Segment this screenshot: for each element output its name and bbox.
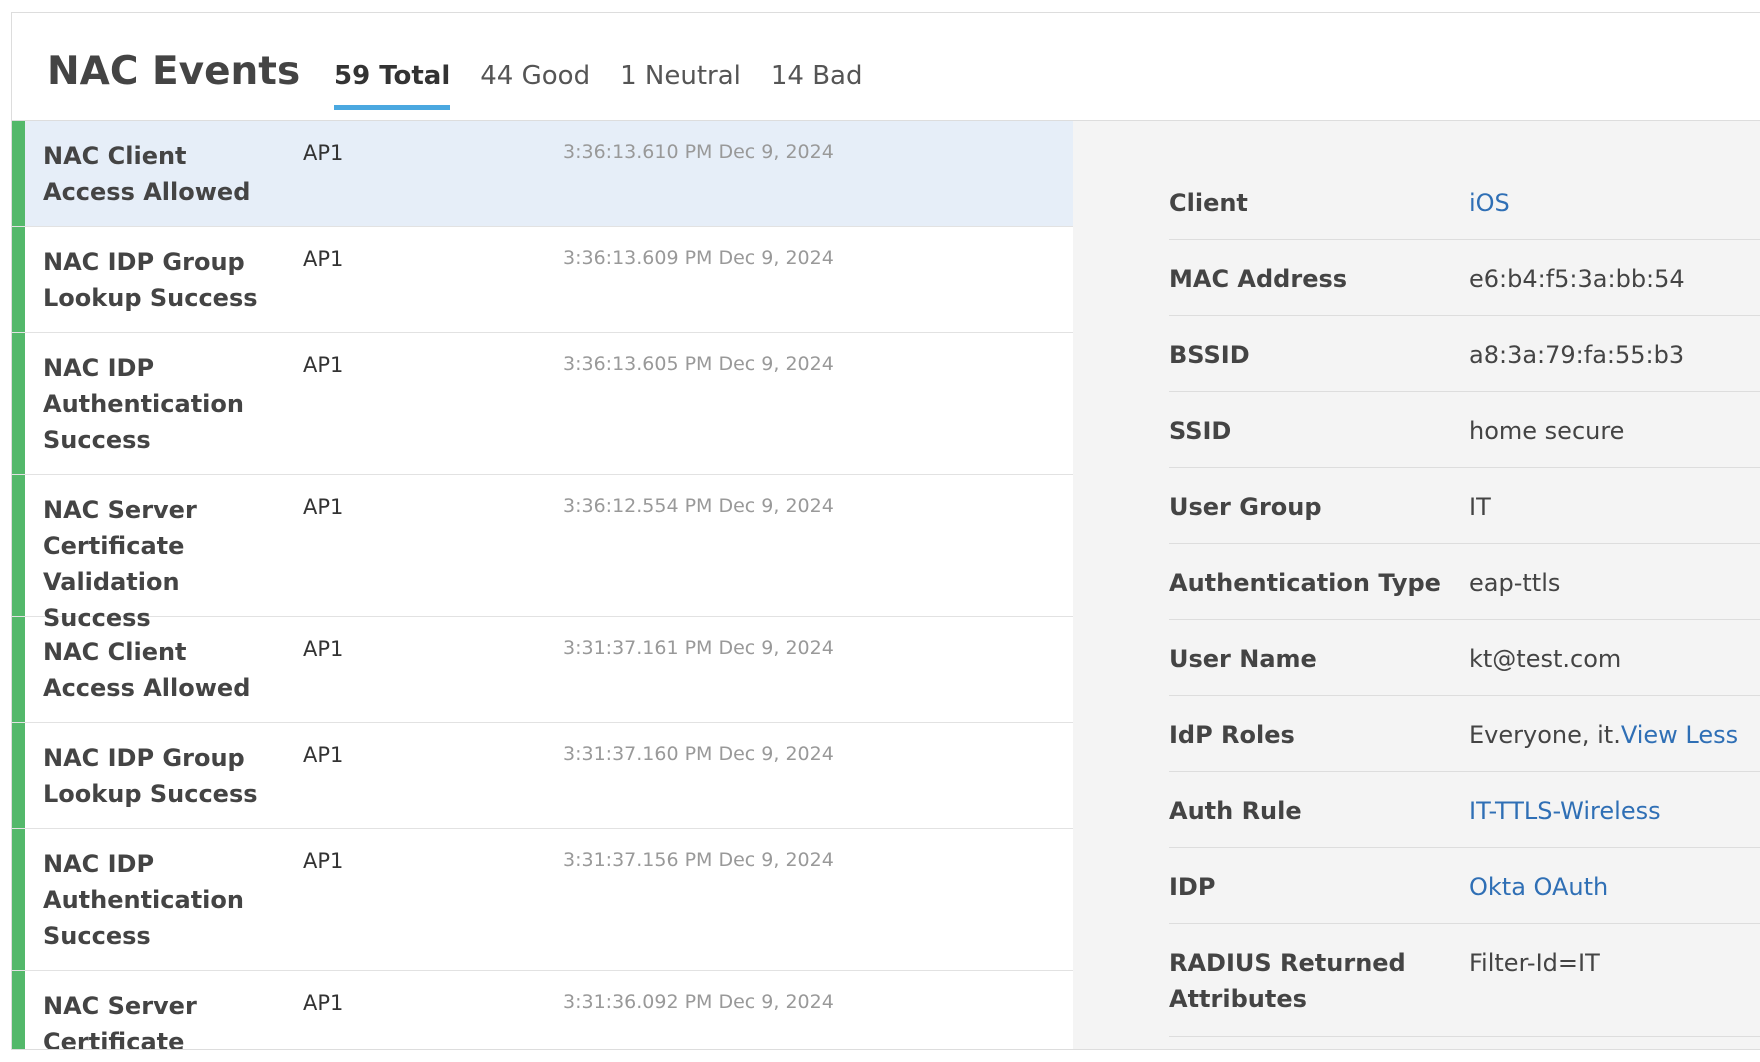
event-name: NAC Client Access Allowed	[43, 638, 251, 702]
detail-value: Okta OAuth	[1469, 869, 1608, 905]
detail-label: BSSID	[1169, 341, 1250, 369]
detail-label: User Group	[1169, 493, 1322, 521]
detail-panel: Client iOS MAC Address e6:b4:f5:3a:bb:54 BSS…	[1073, 121, 1760, 1049]
tab[interactable]: 59 Total	[334, 61, 451, 110]
event-name: NAC IDP Authentication Success	[43, 354, 244, 454]
event-name: NAC Server Certificate	[43, 992, 197, 1049]
event-name: NAC IDP Authentication Success	[43, 850, 244, 950]
tab[interactable]: 14 Bad	[770, 61, 863, 91]
event-time: 3:36:12.554 PM Dec 9, 2024	[563, 495, 834, 517]
status-bar	[12, 333, 25, 474]
detail-value: a8:3a:79:fa:55:b3	[1469, 337, 1684, 373]
detail-text: e6:b4:f5:3a:bb:54	[1469, 265, 1685, 293]
event-name: NAC Server Certificate Validation Succes…	[43, 496, 197, 632]
event-ap: AP1	[303, 353, 344, 377]
detail-text: Filter-Id=IT	[1469, 949, 1600, 977]
event-time: 3:31:36.092 PM Dec 9, 2024	[563, 991, 834, 1013]
detail-text: home secure	[1469, 417, 1625, 445]
event-ap: AP1	[303, 991, 344, 1015]
status-bar	[12, 227, 25, 332]
detail-link[interactable]: IT-TTLS-Wireless	[1469, 797, 1661, 825]
event-time: 3:31:37.160 PM Dec 9, 2024	[563, 743, 834, 765]
detail-text: kt@test.com	[1469, 645, 1622, 673]
panel: NAC Events 59 Total 44 Good 1 Neutral 14 Ba…	[11, 12, 1760, 1050]
detail-row: SSID home secure	[1169, 391, 1760, 468]
event-row[interactable]: NAC Client Access Allowed AP1 3:36:13.610 …	[12, 121, 1073, 227]
detail-row: Auth Rule IT-TTLS-Wireless	[1169, 771, 1760, 848]
detail-link[interactable]: iOS	[1469, 189, 1510, 217]
view-less-link[interactable]: View Less	[1620, 721, 1739, 749]
event-row[interactable]: NAC Server Certificate AP1 3:31:36.092 PM …	[12, 971, 1073, 1049]
detail-row: IDP Okta OAuth	[1169, 847, 1760, 924]
detail-label: RADIUS Returned Attributes	[1169, 949, 1406, 1013]
detail-value: Everyone, it.View Less	[1469, 717, 1738, 753]
event-name: NAC IDP Group Lookup Success	[43, 744, 258, 808]
event-name: NAC Client Access Allowed	[43, 142, 251, 206]
event-ap: AP1	[303, 849, 344, 873]
detail-value: home secure	[1469, 413, 1624, 449]
event-row[interactable]: NAC IDP Group Lookup Success AP1 3:31:37.1…	[12, 723, 1073, 829]
status-bar	[12, 723, 25, 828]
event-time: 3:31:37.156 PM Dec 9, 2024	[563, 849, 834, 871]
detail-label: IdP Roles	[1169, 721, 1295, 749]
detail-value: IT	[1469, 489, 1491, 525]
detail-row: RADIUS Returned Attributes Filter-Id=IT	[1169, 923, 1760, 1037]
detail-row: MAC Address e6:b4:f5:3a:bb:54	[1169, 239, 1760, 316]
detail-text: IT	[1469, 493, 1491, 521]
event-time: 3:36:13.610 PM Dec 9, 2024	[563, 141, 834, 163]
status-bar	[12, 121, 25, 226]
event-ap: AP1	[303, 743, 344, 767]
event-time: 3:36:13.609 PM Dec 9, 2024	[563, 247, 834, 269]
detail-link[interactable]: Okta OAuth	[1469, 873, 1609, 901]
status-bar	[12, 475, 25, 616]
event-row[interactable]: NAC IDP Group Lookup Success AP1 3:36:13.6…	[12, 227, 1073, 333]
event-list: NAC Client Access Allowed AP1 3:36:13.610 …	[12, 121, 1073, 1049]
detail-value: Filter-Id=IT	[1469, 945, 1600, 981]
detail-value: IT-TTLS-Wireless	[1469, 793, 1661, 829]
event-time: 3:31:37.161 PM Dec 9, 2024	[563, 637, 834, 659]
detail-label: User Name	[1169, 645, 1317, 673]
detail-row: Authentication Type eap-ttls	[1169, 543, 1760, 620]
event-time: 3:36:13.605 PM Dec 9, 2024	[563, 353, 834, 375]
detail-row: BSSID a8:3a:79:fa:55:b3	[1169, 315, 1760, 392]
tabs: 59 Total 44 Good 1 Neutral 14 Bad	[334, 61, 863, 110]
detail-label: Client	[1169, 189, 1248, 217]
title: NAC Events	[47, 49, 301, 94]
status-bar	[12, 971, 25, 1049]
detail-label: Authentication Type	[1169, 569, 1441, 597]
detail-label: MAC Address	[1169, 265, 1348, 293]
event-row[interactable]: NAC Server Certificate Validation Succes…	[12, 475, 1073, 632]
detail-row: IdP Roles Everyone, it.View Less	[1169, 695, 1760, 772]
tab[interactable]: 44 Good	[480, 61, 591, 91]
detail-value: iOS	[1469, 185, 1510, 221]
event-ap: AP1	[303, 495, 344, 519]
detail-text: a8:3a:79:fa:55:b3	[1469, 341, 1685, 369]
event-ap: AP1	[303, 637, 344, 661]
detail-label: Auth Rule	[1169, 797, 1302, 825]
detail-row: Client iOS	[1169, 163, 1760, 240]
event-ap: AP1	[303, 141, 344, 165]
detail-value: eap-ttls	[1469, 565, 1560, 601]
event-name: NAC IDP Group Lookup Success	[43, 248, 258, 312]
event-ap: AP1	[303, 247, 344, 271]
detail-label: SSID	[1169, 417, 1232, 445]
event-row[interactable]: NAC IDP Authentication Success AP1 3:36:13…	[12, 333, 1073, 475]
detail-label: IDP	[1169, 873, 1216, 901]
tab[interactable]: 1 Neutral	[620, 61, 741, 91]
status-bar	[12, 829, 25, 970]
status-bar	[12, 617, 25, 722]
event-row[interactable]: NAC Client Access Allowed AP1 3:31:37.161 …	[12, 617, 1073, 723]
event-row[interactable]: NAC IDP Authentication Success AP1 3:31:37…	[12, 829, 1073, 971]
detail-value: e6:b4:f5:3a:bb:54	[1469, 261, 1685, 297]
detail-row: User Group IT	[1169, 467, 1760, 544]
detail-text: Everyone, it.	[1469, 721, 1621, 749]
detail-text: eap-ttls	[1469, 569, 1561, 597]
detail-row: User Name kt@test.com	[1169, 619, 1760, 696]
detail-value: kt@test.com	[1469, 641, 1621, 677]
header: NAC Events 59 Total 44 Good 1 Neutral 14 Ba…	[12, 13, 1760, 121]
